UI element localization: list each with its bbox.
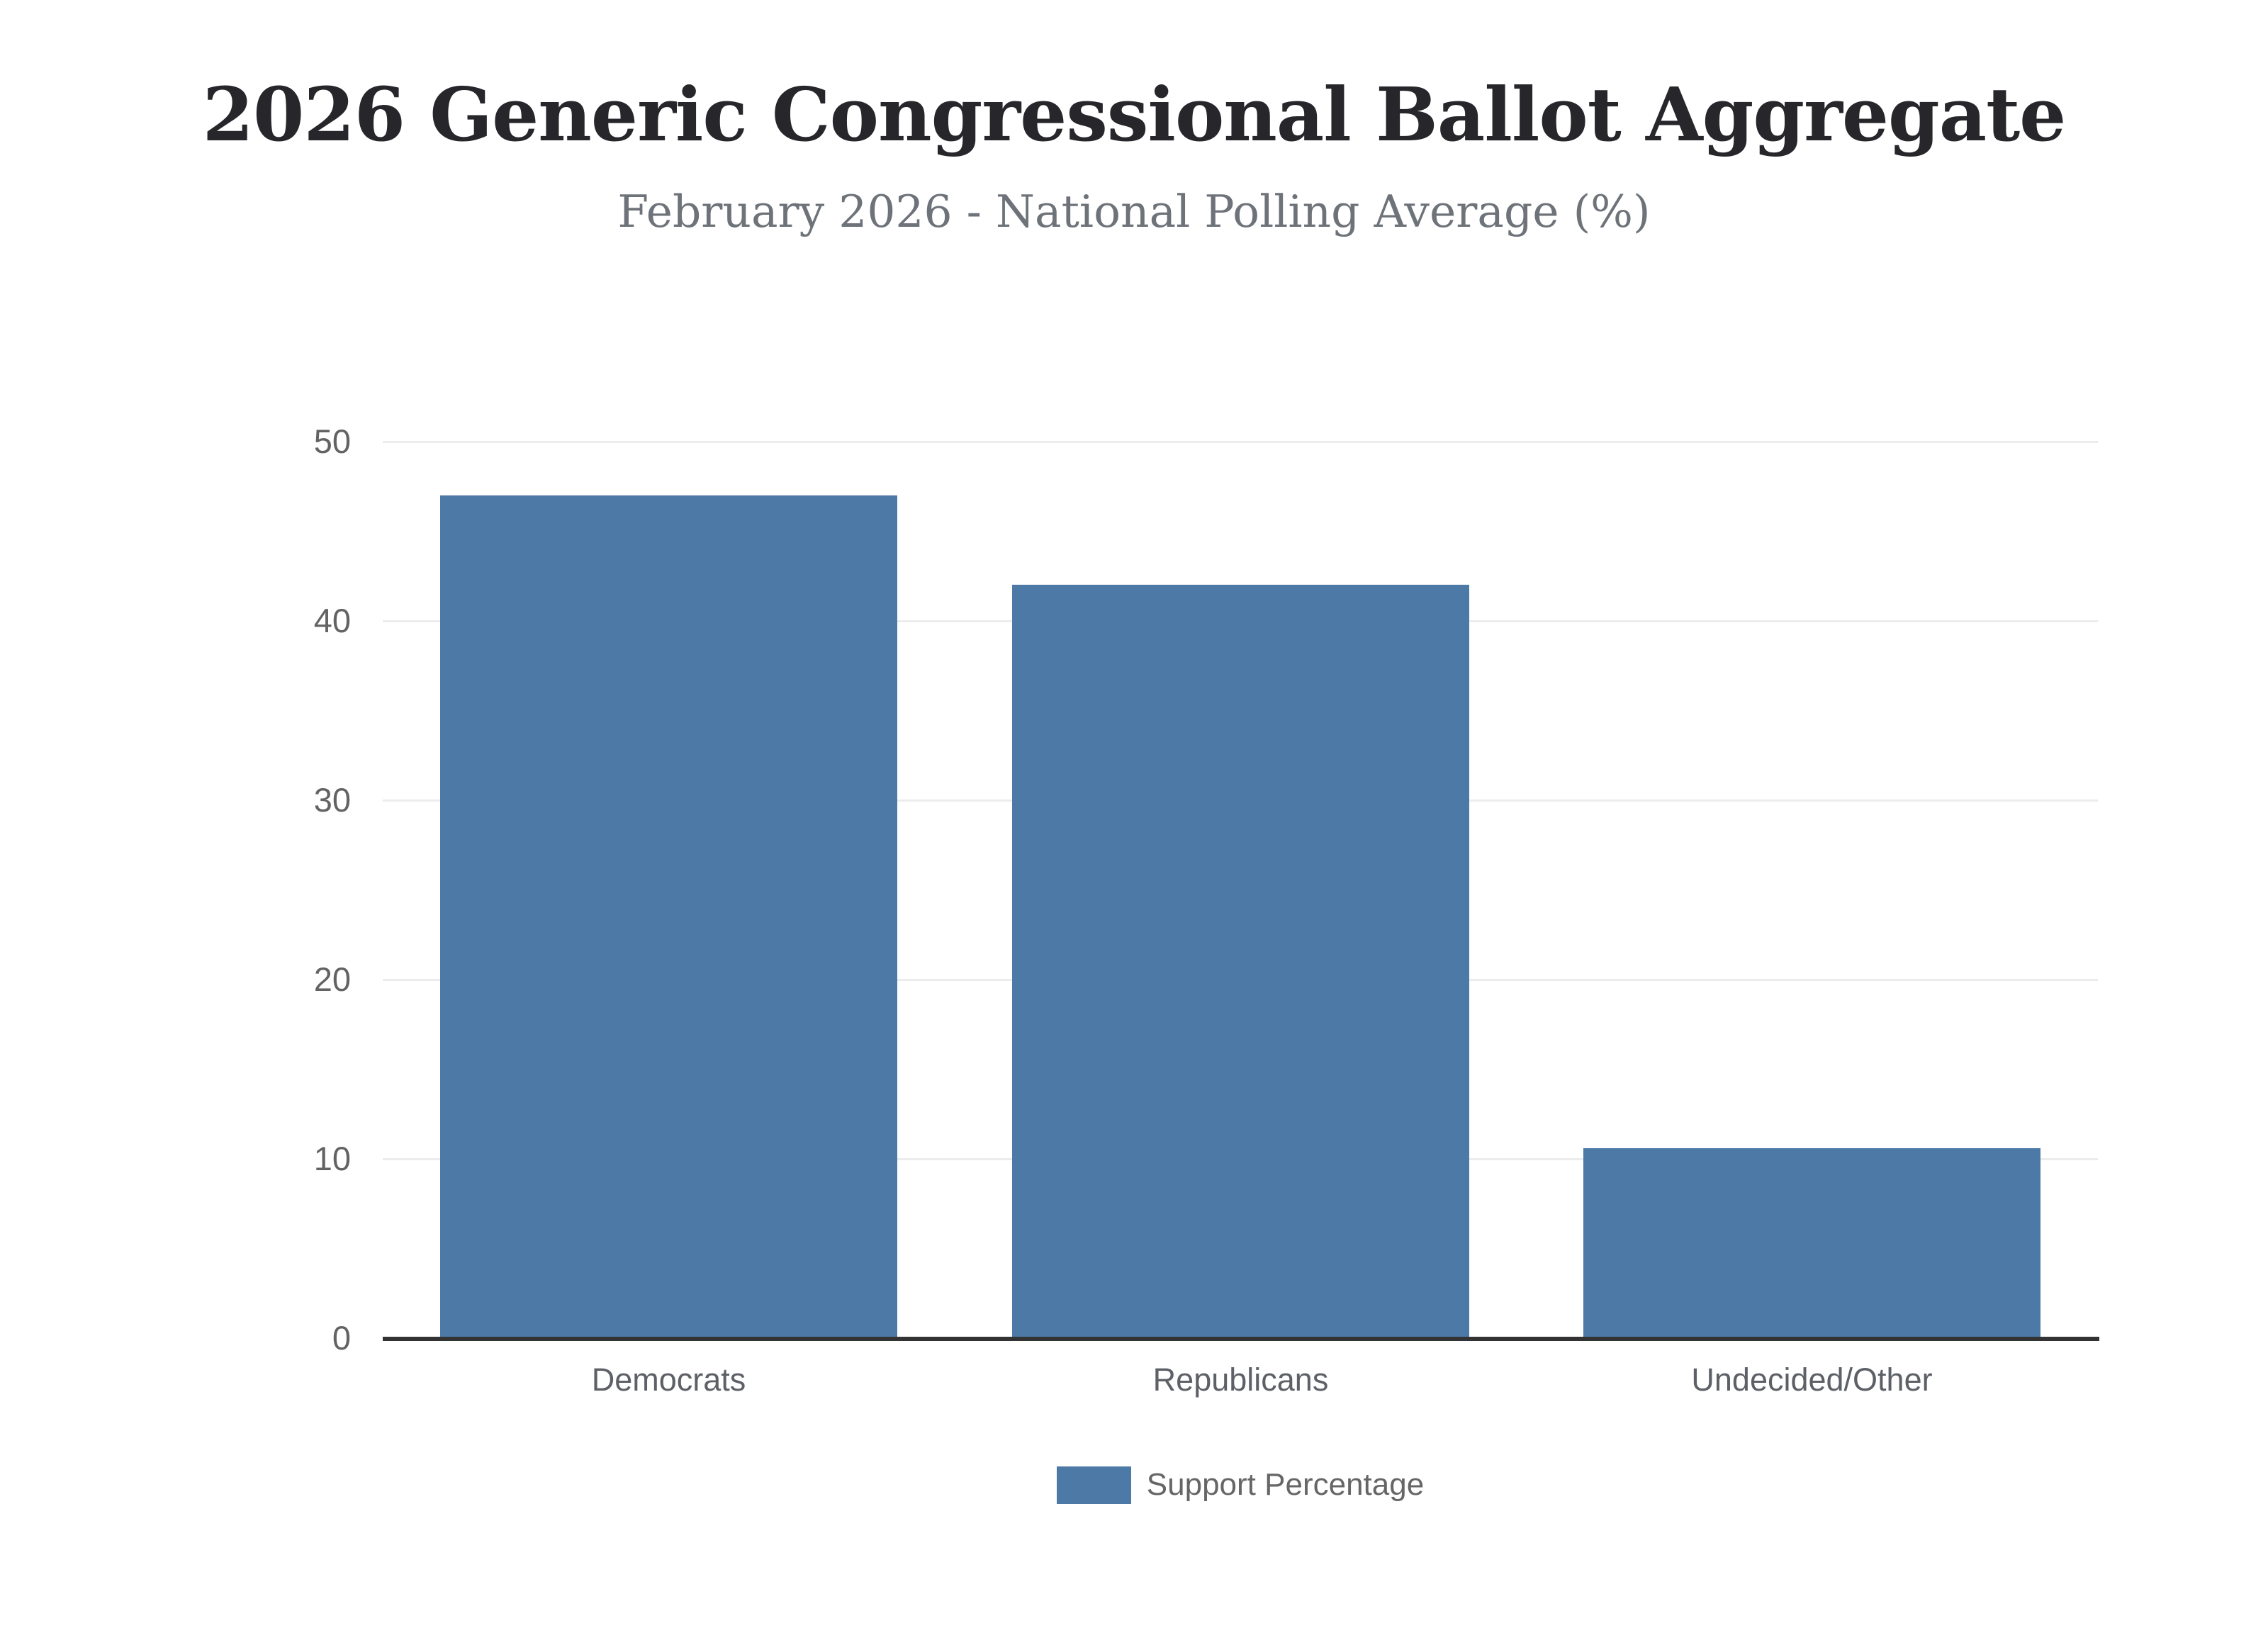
y-tick-label-50: 50 [313, 422, 351, 460]
y-tick-label-10: 10 [313, 1140, 351, 1177]
legend[interactable]: Support Percentage [383, 1462, 2098, 1508]
y-tick-label-30: 30 [313, 781, 351, 819]
y-tick-label-40: 40 [313, 602, 351, 639]
legend-label[interactable]: Support Percentage [1146, 1467, 1425, 1502]
x-axis-line [383, 1337, 2099, 1341]
y-tick-label-20: 20 [313, 960, 351, 998]
legend-swatch[interactable] [1056, 1466, 1131, 1504]
x-label-undecided-other: Undecided/Other [1691, 1362, 1933, 1398]
x-label-democrats: Democrats [591, 1362, 746, 1398]
x-label-republicans: Republicans [1152, 1362, 1329, 1398]
chart-title: 2026 Generic Congressional Ballot Aggreg… [202, 71, 2067, 158]
chart-subtitle: February 2026 - National Polling Average… [617, 186, 1651, 237]
gridline-50 [383, 441, 2098, 443]
bar-undecided-other [1583, 1148, 2040, 1338]
bar-republicans [1012, 585, 1469, 1338]
y-tick-label-0: 0 [332, 1319, 351, 1357]
bar-democrats [440, 495, 897, 1338]
plot-area [383, 441, 2098, 1338]
